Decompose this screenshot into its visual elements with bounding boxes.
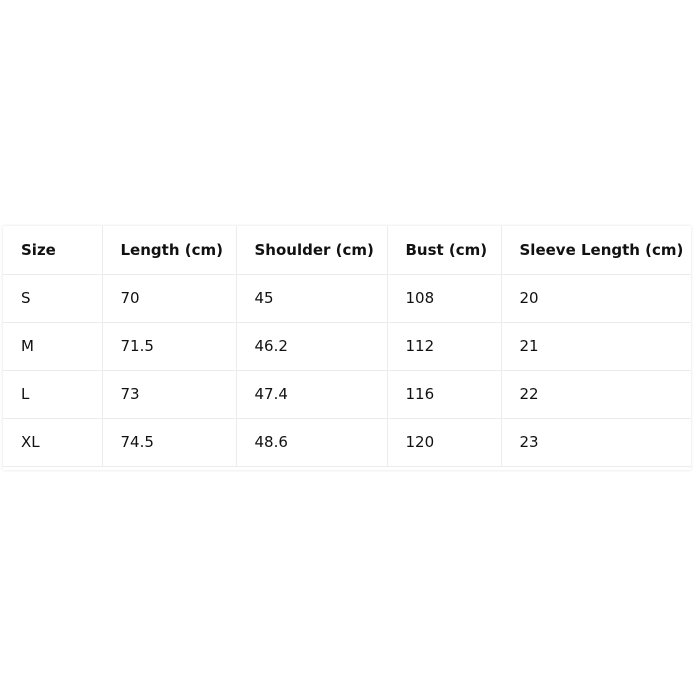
header-bust: Bust (cm) xyxy=(386,226,502,275)
cell-length: 74.5 xyxy=(101,417,237,467)
table-row: S 70 45 108 20 xyxy=(3,273,691,323)
size-chart-table-container: Size Length (cm) Shoulder (cm) Bust (cm)… xyxy=(3,226,691,470)
cell-shoulder: 46.2 xyxy=(235,321,388,371)
cell-size: S xyxy=(3,273,103,323)
cell-size: M xyxy=(3,321,103,371)
cell-size: XL xyxy=(3,417,103,467)
cell-bust: 112 xyxy=(386,321,502,371)
cell-sleeve-length: 23 xyxy=(500,417,691,467)
header-size: Size xyxy=(3,226,103,275)
cell-sleeve-length: 22 xyxy=(500,369,691,419)
cell-bust: 116 xyxy=(386,369,502,419)
cell-sleeve-length: 21 xyxy=(500,321,691,371)
cell-sleeve-length: 20 xyxy=(500,273,691,323)
cell-size: L xyxy=(3,369,103,419)
cell-bust: 120 xyxy=(386,417,502,467)
header-length: Length (cm) xyxy=(101,226,237,275)
cell-shoulder: 47.4 xyxy=(235,369,388,419)
cell-shoulder: 45 xyxy=(235,273,388,323)
cell-length: 70 xyxy=(101,273,237,323)
table-row: XL 74.5 48.6 120 23 xyxy=(3,417,691,467)
header-row: Size Length (cm) Shoulder (cm) Bust (cm)… xyxy=(3,226,691,275)
header-shoulder: Shoulder (cm) xyxy=(235,226,388,275)
size-chart-table: Size Length (cm) Shoulder (cm) Bust (cm)… xyxy=(3,226,691,467)
cell-bust: 108 xyxy=(386,273,502,323)
cell-shoulder: 48.6 xyxy=(235,417,388,467)
table-row: M 71.5 46.2 112 21 xyxy=(3,321,691,371)
table-row: L 73 47.4 116 22 xyxy=(3,369,691,419)
header-sleeve-length: Sleeve Length (cm) xyxy=(500,226,691,275)
cell-length: 71.5 xyxy=(101,321,237,371)
cell-length: 73 xyxy=(101,369,237,419)
